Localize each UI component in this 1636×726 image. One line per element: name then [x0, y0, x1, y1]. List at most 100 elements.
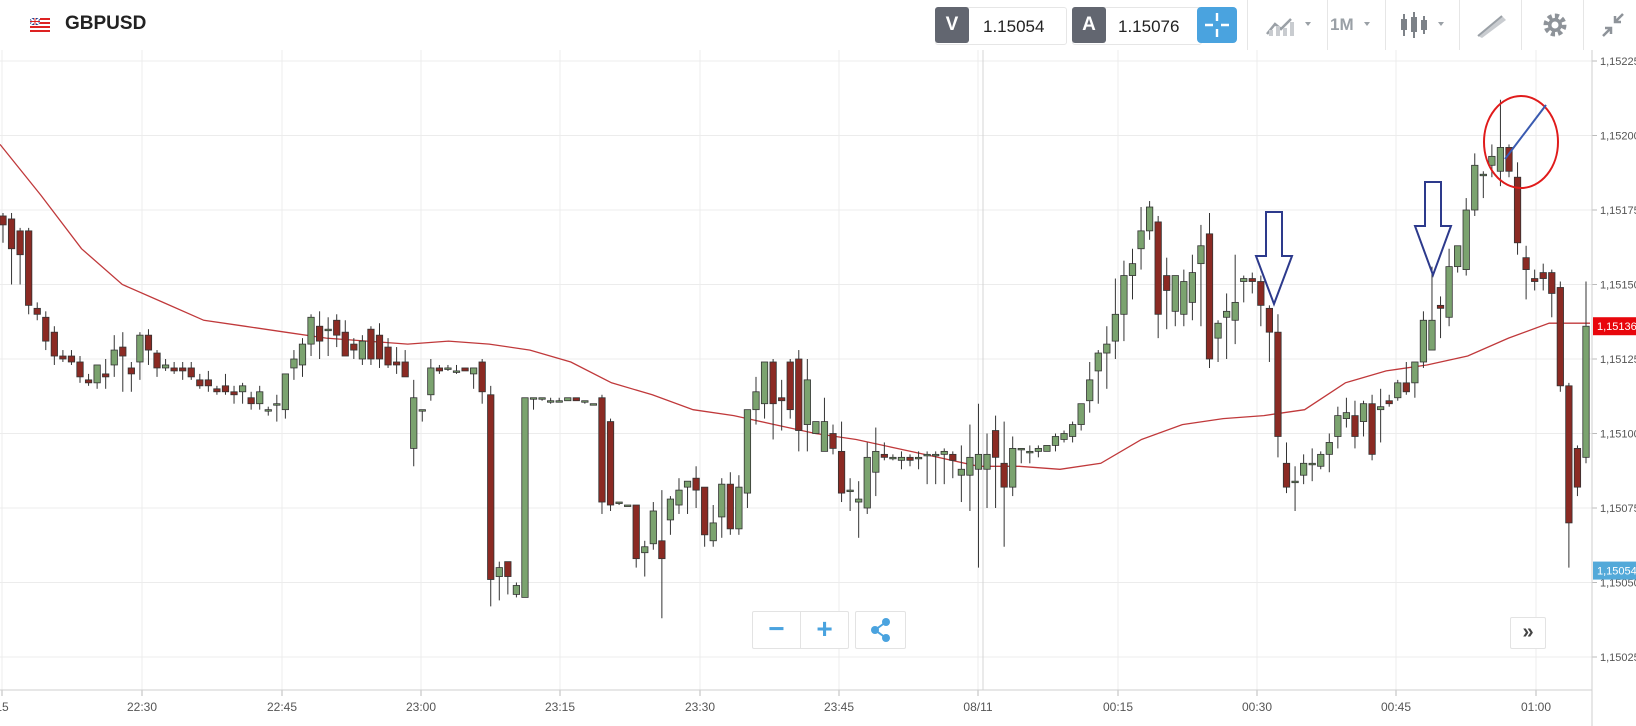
- candle: [1300, 454, 1308, 485]
- gear-icon[interactable]: [1538, 8, 1572, 42]
- candle: [1163, 257, 1171, 330]
- candle: [778, 379, 786, 431]
- candle-body-bull: [1223, 310, 1231, 318]
- candle: [33, 302, 41, 321]
- candle-body-bear: [786, 361, 794, 411]
- candle-body-bull: [641, 546, 649, 554]
- candle: [1197, 224, 1205, 327]
- candle: [641, 540, 649, 577]
- candle-body-bear: [1257, 281, 1265, 306]
- candle: [897, 451, 906, 470]
- buy-label[interactable]: A: [1072, 7, 1106, 43]
- scroll-to-end-button[interactable]: »: [1510, 617, 1546, 649]
- candle: [1368, 394, 1376, 461]
- candle-body-bull: [1488, 155, 1496, 166]
- candle-body-bear: [1573, 447, 1582, 488]
- candle: [1274, 314, 1282, 458]
- timeframe-selector[interactable]: 1M: [1330, 15, 1354, 34]
- candle: [589, 403, 598, 406]
- candle-body-bull: [957, 468, 965, 476]
- candle: [435, 364, 443, 374]
- candle: [76, 356, 84, 383]
- crosshair-button[interactable]: [1197, 7, 1237, 43]
- y-tick-label: 1,15100: [1600, 429, 1636, 441]
- candle-body-bear: [213, 388, 221, 393]
- candle-body-bull: [410, 397, 418, 449]
- candle-body-bear: [606, 421, 615, 506]
- candle: [1471, 153, 1479, 216]
- candle: [1334, 406, 1342, 449]
- candle-body-bear: [76, 361, 84, 378]
- candle: [829, 424, 837, 455]
- candle-body-bear: [504, 561, 512, 577]
- candlestick-icon[interactable]: [1398, 8, 1454, 42]
- candle: [632, 504, 640, 568]
- candle: [1188, 254, 1196, 321]
- candle-body-bull: [1197, 245, 1205, 265]
- candle: [427, 359, 435, 401]
- candle: [1111, 278, 1119, 359]
- candle: [692, 466, 700, 508]
- candle: [1068, 421, 1077, 443]
- candle-body-bull: [538, 397, 546, 400]
- candle: [213, 385, 221, 395]
- candle: [1428, 266, 1436, 351]
- share-button[interactable]: [855, 611, 906, 649]
- candle: [1205, 212, 1214, 368]
- candle: [1043, 445, 1051, 452]
- zoom-in-button[interactable]: +: [816, 613, 833, 644]
- candle: [1351, 400, 1359, 449]
- candle-body-bear: [1513, 176, 1522, 244]
- candle: [1402, 361, 1410, 395]
- candle-body-bear: [1565, 385, 1573, 524]
- buy-price: 1.15076: [1118, 17, 1180, 36]
- candle-body-bull: [444, 367, 452, 370]
- candle: [1009, 436, 1017, 497]
- candle: [598, 394, 606, 514]
- candle: [161, 359, 170, 371]
- candle: [1436, 296, 1445, 339]
- candle-body-bull: [495, 567, 503, 577]
- drawing-icon[interactable]: [1474, 8, 1510, 42]
- candle: [384, 338, 392, 368]
- collapse-icon[interactable]: [1597, 8, 1631, 42]
- candle: [204, 370, 212, 392]
- x-tick-label: 23:45: [824, 700, 854, 714]
- candle: [1146, 201, 1154, 240]
- candle-body-bull: [1325, 442, 1333, 455]
- sell-label[interactable]: V: [935, 7, 969, 43]
- candle-body-bull: [820, 421, 829, 452]
- candle-body-bull: [1411, 361, 1419, 384]
- candle-body-bear: [880, 453, 888, 458]
- candle-body-bull: [93, 364, 101, 384]
- candle-body-bull: [1180, 281, 1188, 315]
- candle-body-bull: [1496, 147, 1505, 172]
- candle: [410, 379, 418, 467]
- candle-body-bull: [624, 504, 632, 507]
- candle-body-bull: [1419, 319, 1428, 363]
- candle-body-bull: [290, 358, 298, 369]
- candle-body-bull: [1308, 462, 1316, 466]
- zoom-out-button[interactable]: −: [753, 612, 801, 648]
- candle-body-bear: [119, 346, 127, 357]
- candle-body-bull: [1317, 453, 1325, 467]
- candle-body-bull: [1300, 462, 1308, 476]
- chevron-down-icon[interactable]: [1360, 8, 1380, 42]
- candle: [1128, 248, 1137, 300]
- indicators-icon[interactable]: [1265, 8, 1321, 42]
- candle: [50, 326, 58, 365]
- candle-body-bull: [666, 498, 675, 521]
- x-tick-label: 23:15: [545, 700, 575, 714]
- candle-body-bull: [735, 486, 743, 530]
- candle: [1419, 311, 1428, 368]
- candle-body-bull: [1428, 319, 1436, 351]
- x-tick-label: 00:15: [1103, 700, 1133, 714]
- candle: [1342, 397, 1351, 428]
- candle-body-bull: [1111, 313, 1119, 342]
- candle-body-bear: [461, 367, 469, 372]
- price-chart[interactable]: 1,15025 1,15050 1,15075 1,15100 1,15125 1,151…: [0, 50, 1636, 726]
- candle: [803, 359, 811, 452]
- candle-body-bear: [829, 433, 837, 449]
- candle: [760, 361, 769, 419]
- candle-body-bull: [1471, 164, 1479, 211]
